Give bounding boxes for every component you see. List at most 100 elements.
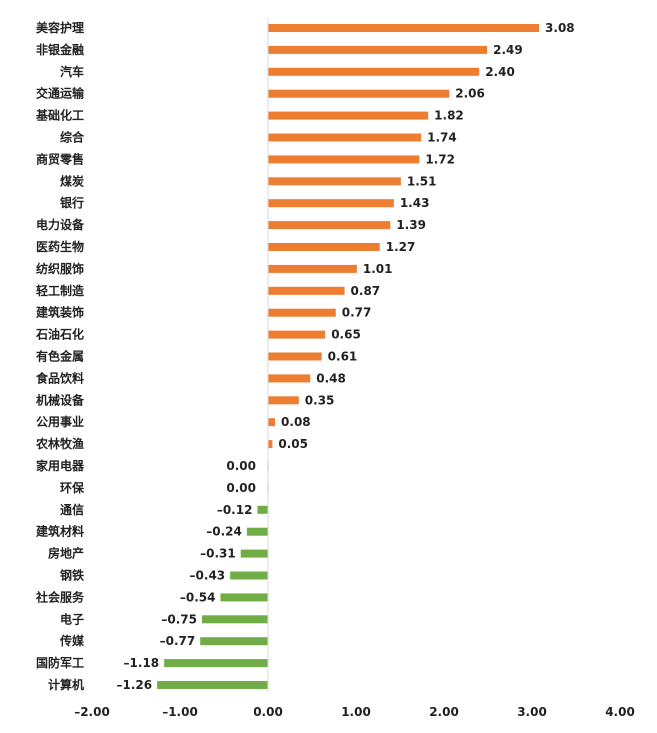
bar: [246, 527, 268, 536]
data-label: 1.51: [407, 174, 437, 188]
bar: [268, 221, 391, 230]
data-label: 3.08: [545, 21, 575, 35]
category-label: 电力设备: [36, 217, 85, 232]
category-label: 银行: [60, 195, 84, 210]
category-label: 社会服务: [35, 589, 85, 604]
category-label: 公用事业: [36, 414, 84, 429]
data-label: –0.31: [200, 547, 236, 561]
category-label: 煤炭: [60, 173, 84, 188]
category-label: 建筑装饰: [35, 305, 84, 320]
category-label: 汽车: [60, 64, 84, 79]
bar: [200, 637, 268, 646]
category-label: 国防军工: [36, 655, 84, 670]
bar: [268, 308, 336, 317]
x-tick-label: –1.00: [162, 705, 198, 719]
category-label: 机械设备: [36, 392, 85, 407]
bar: [268, 374, 311, 383]
category-label: 家用电器: [36, 458, 85, 473]
category-label: 建筑材料: [35, 524, 84, 539]
category-label: 农林牧渔: [35, 436, 84, 451]
data-label: 0.61: [328, 350, 358, 364]
data-label: 1.82: [434, 109, 464, 123]
x-tick-label: 3.00: [517, 705, 547, 719]
category-label: 基础化工: [35, 108, 84, 123]
data-label: –0.24: [206, 525, 242, 539]
category-label: 食品饮料: [35, 370, 84, 385]
bar: [220, 593, 268, 602]
data-label: 1.43: [400, 196, 430, 210]
category-label: 钢铁: [60, 568, 84, 583]
bar: [268, 286, 345, 295]
data-label: –0.12: [217, 503, 253, 517]
data-label: 0.00: [226, 459, 256, 473]
bar: [257, 505, 268, 514]
bar: [268, 133, 422, 142]
data-label: –0.43: [190, 569, 226, 583]
bar: [157, 681, 268, 689]
data-label: 2.49: [493, 43, 523, 57]
category-label: 非银金融: [36, 42, 84, 57]
data-label: 0.05: [278, 437, 308, 451]
x-tick-label: 0.00: [253, 705, 283, 719]
category-label: 美容护理: [36, 20, 84, 35]
data-label: 2.06: [455, 87, 485, 101]
bar: [268, 177, 401, 186]
data-label: –0.54: [180, 590, 216, 604]
bar: [268, 67, 480, 76]
data-label: 0.08: [281, 415, 311, 429]
data-label: 1.39: [396, 218, 426, 232]
data-label: –1.26: [117, 678, 153, 692]
category-label: 交通运输: [36, 86, 85, 101]
category-label: 纺织服饰: [36, 261, 84, 276]
bar: [268, 155, 420, 164]
category-label: 医药生物: [36, 239, 84, 254]
bar: [268, 264, 357, 273]
category-label: 环保: [60, 480, 85, 495]
x-tick-label: 4.00: [605, 705, 635, 719]
x-tick-label: 1.00: [341, 705, 371, 719]
data-label: 0.65: [331, 328, 361, 342]
data-label: 1.01: [363, 262, 393, 276]
data-label: 1.72: [425, 152, 455, 166]
bar: [268, 440, 273, 449]
data-label: 0.87: [351, 284, 381, 298]
data-label: 0.35: [305, 393, 335, 407]
category-label: 有色金属: [36, 349, 84, 364]
category-label: 轻工制造: [36, 283, 85, 298]
bar: [202, 615, 268, 624]
category-label: 综合: [60, 130, 85, 145]
data-label: 1.74: [427, 131, 457, 145]
bar: [268, 24, 540, 32]
data-label: 2.40: [485, 65, 515, 79]
bar: [268, 45, 488, 54]
bar: [268, 111, 429, 120]
bar: [268, 89, 450, 98]
bar: [268, 330, 326, 339]
data-label: 1.27: [386, 240, 416, 254]
x-tick-label: 2.00: [429, 705, 459, 719]
data-label: 0.77: [342, 306, 372, 320]
bar: [240, 549, 268, 558]
data-label: 0.00: [226, 481, 256, 495]
x-tick-label: –2.00: [74, 705, 110, 719]
category-label: 商贸零售: [36, 151, 84, 166]
category-label: 石油石化: [35, 327, 84, 342]
bar: [268, 418, 276, 427]
data-label: –0.75: [161, 612, 197, 626]
data-label: –1.18: [124, 656, 160, 670]
category-label: 电子: [60, 611, 84, 626]
bar: [164, 659, 268, 668]
bar: [268, 199, 394, 208]
data-label: 0.48: [316, 371, 346, 385]
category-label: 房地产: [48, 546, 84, 561]
data-label: –0.77: [160, 634, 196, 648]
category-label: 计算机: [48, 677, 84, 692]
bar: [230, 571, 268, 580]
bar: [268, 352, 322, 361]
category-label: 通信: [60, 502, 84, 517]
bar: [268, 396, 299, 405]
bar: [268, 243, 380, 251]
category-label: 传媒: [59, 633, 85, 648]
